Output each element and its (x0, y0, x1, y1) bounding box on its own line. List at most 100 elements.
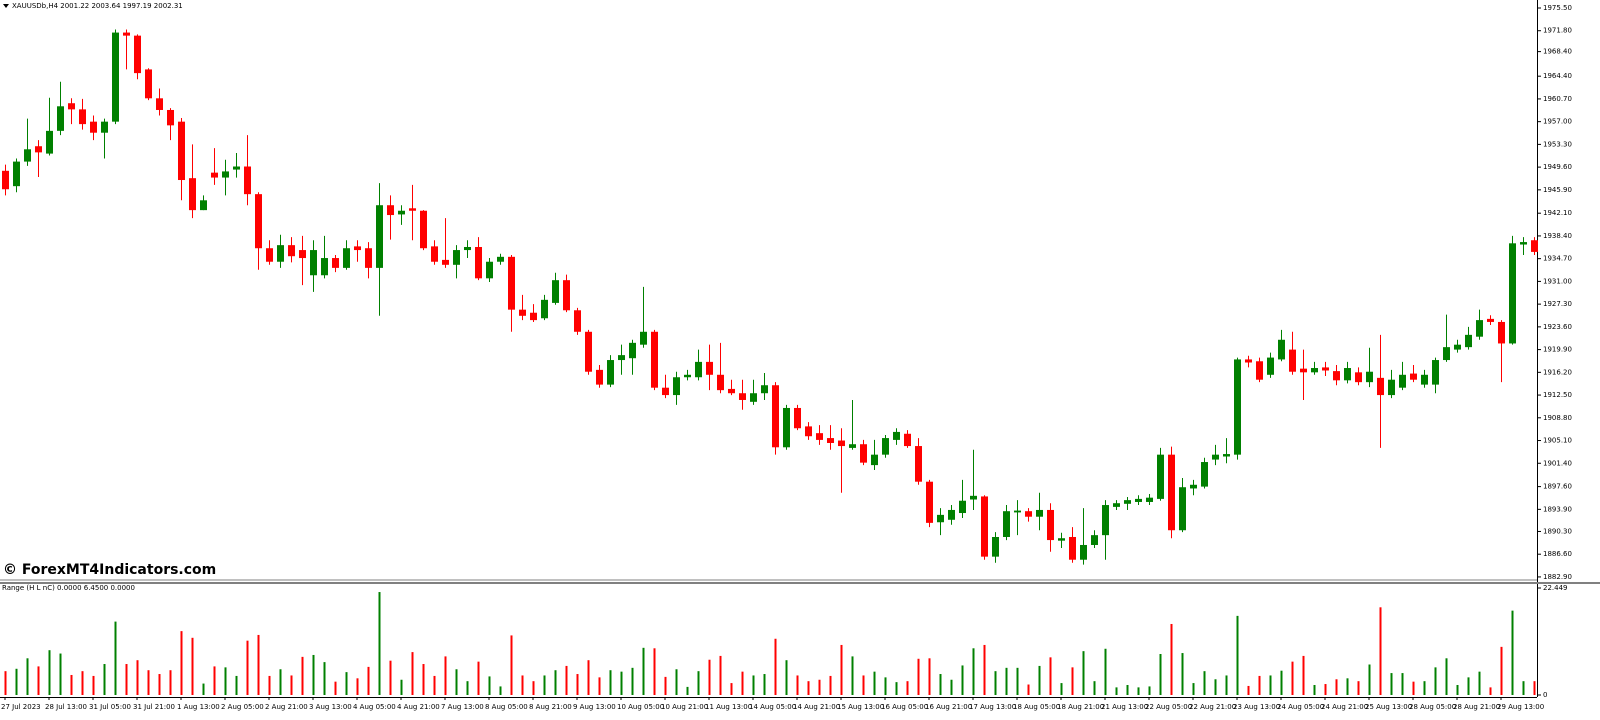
candle-body (1388, 379, 1395, 396)
candle-body (277, 245, 284, 262)
candle-body (1113, 503, 1120, 507)
x-tick-label: 10 Aug 21:00 (661, 703, 708, 711)
candle-body (365, 248, 372, 268)
y-tick-label: 1957.00 (1543, 118, 1572, 126)
candle-body (607, 360, 614, 385)
candle-body (398, 210, 405, 215)
candle-body (145, 69, 152, 99)
candle-body (1421, 374, 1428, 385)
candle-body (981, 496, 988, 557)
candle-body (431, 246, 438, 262)
candle-body (1146, 497, 1153, 502)
x-tick-label: 31 Jul 05:00 (89, 703, 131, 711)
y-tick-label: 1893.90 (1543, 505, 1572, 513)
y-tick-label: 1960.70 (1543, 95, 1572, 103)
candle-body (750, 393, 757, 402)
candle-body (1300, 368, 1307, 373)
candle-body (123, 32, 130, 36)
x-tick-label: 22 Aug 21:00 (1189, 703, 1236, 711)
candle-body (24, 149, 31, 162)
candle-body (1179, 487, 1186, 531)
candle-body (420, 210, 427, 249)
candle-body (497, 256, 504, 262)
y-tick-label: 1890.30 (1543, 527, 1572, 535)
candle-body (1245, 359, 1252, 363)
candle-body (1014, 510, 1021, 513)
x-tick-label: 15 Aug 13:00 (837, 703, 884, 711)
candle-body (1003, 511, 1010, 537)
candle-body (662, 387, 669, 396)
x-tick-label: 25 Aug 13:00 (1365, 703, 1412, 711)
x-tick-label: 3 Aug 13:00 (309, 703, 352, 711)
candle-body (1443, 347, 1450, 361)
candle-body (651, 331, 658, 388)
y-tick-label: 1905.10 (1543, 437, 1572, 445)
candle-body (519, 309, 526, 316)
x-tick-label: 18 Aug 21:00 (1057, 703, 1104, 711)
x-tick-label: 18 Aug 05:00 (1013, 703, 1060, 711)
candle-body (46, 130, 53, 154)
candle-body (992, 536, 999, 557)
candle-body (805, 426, 812, 437)
candle-body (1399, 374, 1406, 388)
candle-body (772, 385, 779, 448)
candle-body (574, 310, 581, 332)
y-tick-label: 1964.40 (1543, 72, 1572, 80)
candle-body (354, 246, 361, 251)
x-tick-label: 24 Aug 21:00 (1321, 703, 1368, 711)
candle-body (728, 388, 735, 394)
candle-body (1234, 359, 1241, 455)
x-tick-label: 2 Aug 21:00 (265, 703, 308, 711)
candle-body (1036, 509, 1043, 517)
candle-body (739, 393, 746, 400)
watermark: © ForexMT4Indicators.com (3, 562, 216, 578)
candle-body (695, 361, 702, 378)
y-tick-label: 0 (1543, 691, 1547, 699)
candle-body (508, 256, 515, 310)
x-tick-label: 28 Jul 13:00 (45, 703, 87, 711)
candle-body (717, 374, 724, 391)
candle-body (1520, 242, 1527, 245)
candle-body (926, 481, 933, 523)
x-tick-label: 8 Aug 21:00 (529, 703, 572, 711)
candle-body (1509, 243, 1516, 344)
x-tick-label: 1 Aug 13:00 (177, 703, 220, 711)
candle-body (816, 433, 823, 440)
x-tick-label: 31 Jul 21:00 (133, 703, 175, 711)
x-tick-label: 23 Aug 13:00 (1233, 703, 1280, 711)
candle-body (1454, 344, 1461, 350)
candle-body (640, 331, 647, 345)
candle-body (1333, 371, 1340, 381)
candle-body (783, 407, 790, 448)
candle-body (1432, 360, 1439, 385)
y-tick-label: 1934.70 (1543, 255, 1572, 263)
candle-body (68, 103, 75, 110)
x-tick-label: 8 Aug 05:00 (485, 703, 528, 711)
candle-body (959, 500, 966, 514)
candle-body (684, 374, 691, 378)
y-tick-label: 1942.10 (1543, 209, 1572, 217)
y-tick-label: 1919.90 (1543, 346, 1572, 354)
candle-body (838, 440, 845, 447)
candle-body (233, 166, 240, 170)
candle-body (134, 35, 141, 74)
y-tick-label: 1953.30 (1543, 140, 1572, 148)
x-tick-label: 4 Aug 05:00 (353, 703, 396, 711)
candle-body (563, 280, 570, 311)
marks-layer: 1975.50 1971.80 1968.40 1964.40 1960.70 1957.… (1, 4, 1572, 711)
y-tick-label: 1931.00 (1543, 277, 1572, 285)
symbol-header: XAUUSDb,H4 2001.22 2003.64 1997.19 2002.… (12, 2, 183, 10)
candle-body (904, 433, 911, 447)
y-tick-label: 1927.30 (1543, 300, 1572, 308)
candle-body (387, 205, 394, 216)
candle-body (827, 438, 834, 443)
x-tick-label: 16 Aug 05:00 (881, 703, 928, 711)
candle-body (970, 495, 977, 500)
indicator-title: Range (H L nC) 0.0000 6.4500 0.0000 (2, 584, 135, 592)
y-tick-label: 1949.60 (1543, 163, 1572, 171)
menu-arrow[interactable] (3, 4, 9, 8)
y-tick-label: 1912.50 (1543, 391, 1572, 399)
candle-body (706, 361, 713, 375)
